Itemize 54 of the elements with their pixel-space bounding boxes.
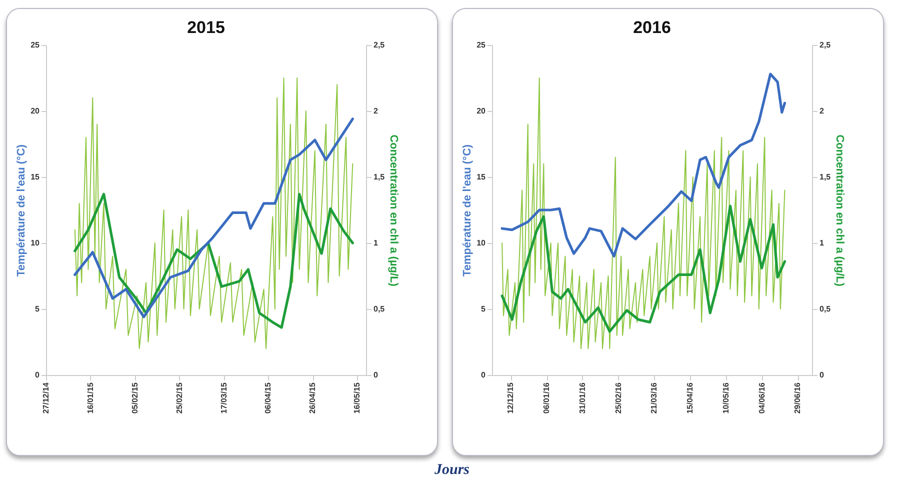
y2-tick-label: 2 xyxy=(820,106,824,116)
y-tick-label: 25 xyxy=(30,40,40,50)
chart-title: 2015 xyxy=(187,18,225,37)
x-tick-label: 06/04/15 xyxy=(264,382,273,414)
line-series xyxy=(500,72,786,258)
y2-tick-label: 0,5 xyxy=(820,304,832,314)
y2-tick-label: 2,5 xyxy=(374,40,386,50)
y2-tick-label: 1,5 xyxy=(820,172,832,182)
y-tick-label: 25 xyxy=(476,40,486,50)
x-tick-label: 05/02/15 xyxy=(130,382,140,414)
y-tick-label: 0 xyxy=(35,370,40,380)
y-tick-label: 15 xyxy=(30,172,40,182)
x-tick-label: 16/05/15 xyxy=(352,382,362,414)
x-axis-title: Jours xyxy=(433,462,471,479)
y2-tick-label: 1 xyxy=(374,238,378,248)
x-tick-label: 10/05/16 xyxy=(721,382,730,414)
y-tick-label: 20 xyxy=(30,106,40,116)
x-tick-label: 29/06/16 xyxy=(793,382,802,414)
y-tick-label: 15 xyxy=(476,172,486,182)
x-tick-label: 25/02/16 xyxy=(614,382,623,414)
y-axis-title: Température de l'eau (°C) xyxy=(16,144,28,277)
chart-title: 2016 xyxy=(633,18,671,37)
y-tick-label: 0 xyxy=(481,370,486,380)
y2-tick-label: 0 xyxy=(374,370,378,380)
line-series xyxy=(74,78,354,350)
y-tick-label: 5 xyxy=(481,304,486,314)
x-tick-label: 17/03/15 xyxy=(219,382,228,414)
y2-tick-label: 1,5 xyxy=(374,172,386,182)
line-series xyxy=(500,204,786,333)
y2-tick-label: 2,5 xyxy=(820,40,832,50)
x-tick-label: 04/06/16 xyxy=(757,382,766,414)
y2-tick-label: 2 xyxy=(374,106,378,116)
x-tick-label: 25/02/15 xyxy=(174,382,184,414)
line-series xyxy=(502,78,786,350)
y2-tick-label: 0,5 xyxy=(374,304,386,314)
y2-tick-label: 1 xyxy=(820,238,824,248)
y-tick-label: 10 xyxy=(476,238,486,248)
x-tick-label: 31/01/16 xyxy=(578,382,587,414)
y-tick-label: 5 xyxy=(35,304,40,314)
x-tick-label: 12/12/15 xyxy=(506,382,516,414)
y2-axis-title: Concentration en chl a (µg/L) xyxy=(834,134,846,287)
y-tick-label: 20 xyxy=(476,106,486,116)
y-axis-title: Température de l'eau (°C) xyxy=(462,144,474,277)
x-tick-label: 15/04/16 xyxy=(686,382,695,414)
x-tick-label: 26/04/15 xyxy=(308,382,318,414)
line-series xyxy=(74,192,354,329)
y2-axis-title: Concentration en chl a (µg/L) xyxy=(388,134,400,287)
y-tick-label: 10 xyxy=(30,238,40,248)
x-tick-label: 16/01/15 xyxy=(86,382,95,414)
x-tick-label: 06/01/16 xyxy=(542,382,552,414)
y2-tick-label: 0 xyxy=(820,370,824,380)
line-series xyxy=(74,118,354,318)
x-tick-label: 21/03/16 xyxy=(650,382,659,414)
x-tick-label: 27/12/14 xyxy=(42,382,50,414)
